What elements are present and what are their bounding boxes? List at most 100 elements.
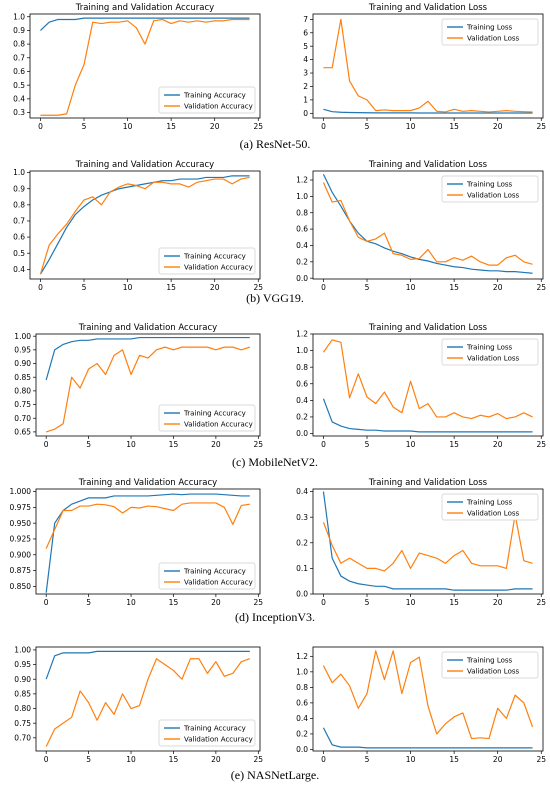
caption-a: (a) ResNet-50. [0,137,550,152]
caption-letter: (d) [235,610,249,624]
chart-title: Training and Validation Loss [368,478,488,488]
x-tick-label: 25 [253,122,263,131]
x-tick-label: 10 [126,755,136,764]
y-tick-label: 0.3 [13,108,25,117]
chart-title: Training and Validation Accuracy [75,3,214,13]
x-tick-label: 25 [536,122,546,131]
y-tick-label: 0.4 [13,94,25,103]
x-tick-label: 0 [38,122,43,131]
y-tick-label: 0.6 [13,67,25,76]
chart-title: Training and Validation Loss [368,3,488,13]
x-tick-label: 15 [449,283,459,292]
x-tick-label: 5 [86,755,91,764]
x-tick-label: 15 [449,598,459,607]
y-tick-label: 0.95 [14,660,31,669]
y-tick-label: 4 [303,55,308,64]
series-line-validation [39,176,250,275]
x-tick-label: 5 [86,598,91,607]
x-tick-label: 15 [169,755,179,764]
series-line-validation [322,650,534,740]
x-tick-label: 20 [493,122,503,131]
y-tick-label: 6 [303,28,308,37]
series-line-validation [40,18,250,116]
y-tick-label: 1.0 [296,346,308,355]
legend-label: Validation Accuracy [184,579,253,587]
series-line-validation [45,502,250,549]
caption-letter: (c) [232,455,246,469]
legend-box [158,404,256,432]
series-line-validation [322,182,533,266]
plot-frame [312,333,544,437]
legend-label: Training Loss [466,24,513,32]
x-tick-label: 5 [365,283,370,292]
caption-text: MobileNetV2. [248,455,318,469]
y-tick-label: 0.0 [296,745,308,754]
y-tick-label: 0.5 [13,249,25,258]
legend: Training Accuracy Validation Accuracy [158,247,256,275]
x-tick-label: 20 [493,283,503,292]
plot-frame [29,170,261,280]
plot-frame [29,13,261,119]
x-tick-label: 10 [406,122,416,131]
x-tick-label: 10 [406,440,416,449]
y-tick-label: 0.4 [296,487,308,496]
x-tick-label: 0 [321,755,326,764]
caption-letter: (a) [239,137,253,151]
y-tick-label: 0.5 [13,81,25,90]
x-tick-label: 0 [321,598,326,607]
series-line-training [322,491,533,591]
plot-frame [312,13,544,119]
x-tick-label: 0 [321,122,326,131]
legend-label: Training Accuracy [183,568,246,576]
x-tick-label: 15 [166,122,176,131]
caption-e: (e) NASNetLarge. [0,768,550,783]
x-tick-label: 15 [449,755,459,764]
y-tick-label: 0.4 [296,714,308,723]
y-tick-label: 1 [303,95,308,104]
chart-title: Training and Validation Loss [368,160,488,170]
series-line-validation [323,18,533,113]
y-tick-label: 0.2 [296,538,308,547]
series-line-training [323,108,533,114]
chart-10: 0 5 10 15 20 25 0.0 0.2 0.4 0.6 0.8 1.0 1.2 Training … [296,646,546,764]
x-tick-label: 15 [449,440,459,449]
y-tick-label: 0.6 [13,233,25,242]
x-tick-label: 10 [406,598,416,607]
y-tick-label: 0.6 [296,379,308,388]
x-tick-label: 10 [123,283,133,292]
y-tick-label: 0.0 [296,429,308,438]
series-line-validation [45,346,251,433]
x-tick-label: 10 [126,598,136,607]
y-tick-label: 0.950 [10,519,32,528]
chart-4: Training and Validation Loss 0 5 10 15 20 25 0.… [296,160,546,292]
series-line-training [322,727,533,749]
y-tick-label: 1.0 [13,168,25,177]
y-tick-label: 3 [303,69,308,78]
y-tick-label: 0.8 [296,363,308,372]
legend: Training Accuracy Validation Accuracy [158,404,256,432]
y-tick-label: 0.3 [296,513,308,522]
series-line-training [322,398,533,433]
x-tick-label: 10 [406,283,416,292]
y-tick-label: 0.1 [296,564,308,573]
y-tick-label: 1.00 [14,332,31,341]
y-tick-label: 0.2 [296,413,308,422]
x-tick-label: 15 [166,283,176,292]
y-tick-label: 0.7 [13,53,25,62]
x-tick-label: 5 [82,122,87,131]
x-tick-label: 25 [254,598,264,607]
x-tick-label: 10 [126,440,136,449]
y-tick-label: 0.9 [13,26,25,35]
x-tick-label: 25 [536,440,546,449]
legend-label: Training Accuracy [183,410,246,418]
y-tick-label: 0.6 [296,698,308,707]
legend-label: Training Loss [466,657,513,665]
chart-7: Training and Validation Accuracy 0 5 10 15 20… [10,478,264,607]
legend-box [441,18,539,46]
x-tick-label: 5 [365,598,370,607]
series-line-training [45,493,250,593]
x-tick-label: 0 [321,440,326,449]
y-tick-label: 1.2 [296,652,308,661]
y-tick-label: 0.2 [296,730,308,739]
